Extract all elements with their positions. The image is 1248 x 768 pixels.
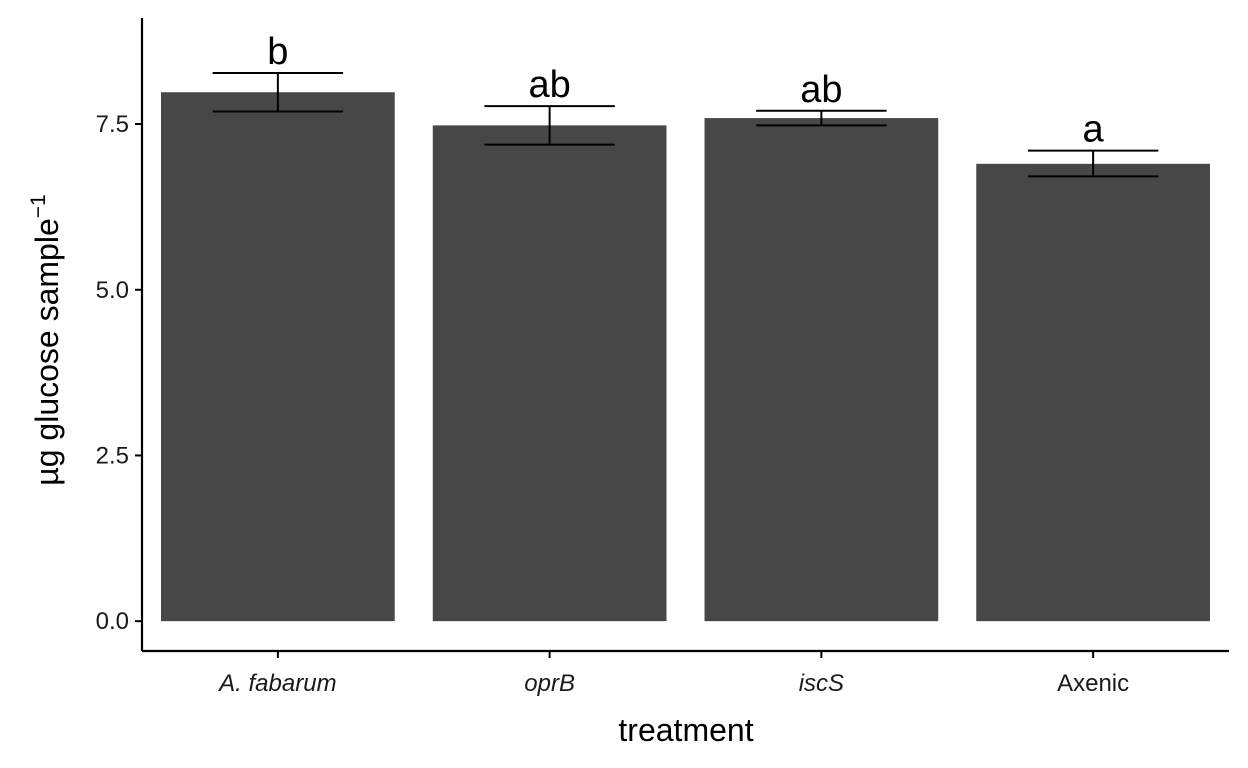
- x-tick-label: Axenic: [1057, 670, 1129, 697]
- y-tick-label: 5.0: [96, 277, 129, 304]
- x-axis-title: treatment: [618, 712, 753, 748]
- y-ticks-layer: 0.0 2.5 5.0 7.5: [96, 111, 142, 635]
- bar: [704, 118, 939, 622]
- y-axis-title: µg glucose sample−1: [27, 194, 65, 485]
- significance-label: b: [267, 31, 288, 73]
- y-axis-title-superscript: −1: [27, 194, 50, 218]
- x-ticks-layer: A. fabarum oprB iscS Axenic: [217, 651, 1129, 697]
- y-axis-title-main: µg glucose sample: [29, 218, 65, 485]
- error-bars-layer: [212, 72, 1159, 178]
- bar: [432, 125, 667, 622]
- y-tick-label: 2.5: [96, 442, 129, 469]
- x-tick-label: A. fabarum: [217, 670, 336, 697]
- significance-labels-layer: b ab ab a: [267, 31, 1104, 151]
- y-tick-label: 7.5: [96, 111, 129, 138]
- significance-label: ab: [528, 64, 570, 106]
- bars-layer: [161, 92, 1210, 622]
- y-tick-label: 0.0: [96, 608, 129, 635]
- bar: [976, 163, 1210, 622]
- significance-label: ab: [800, 69, 842, 111]
- x-tick-label: oprB: [524, 670, 575, 697]
- significance-label: a: [1083, 109, 1105, 151]
- bar: [161, 92, 395, 622]
- x-tick-label: iscS: [799, 670, 844, 697]
